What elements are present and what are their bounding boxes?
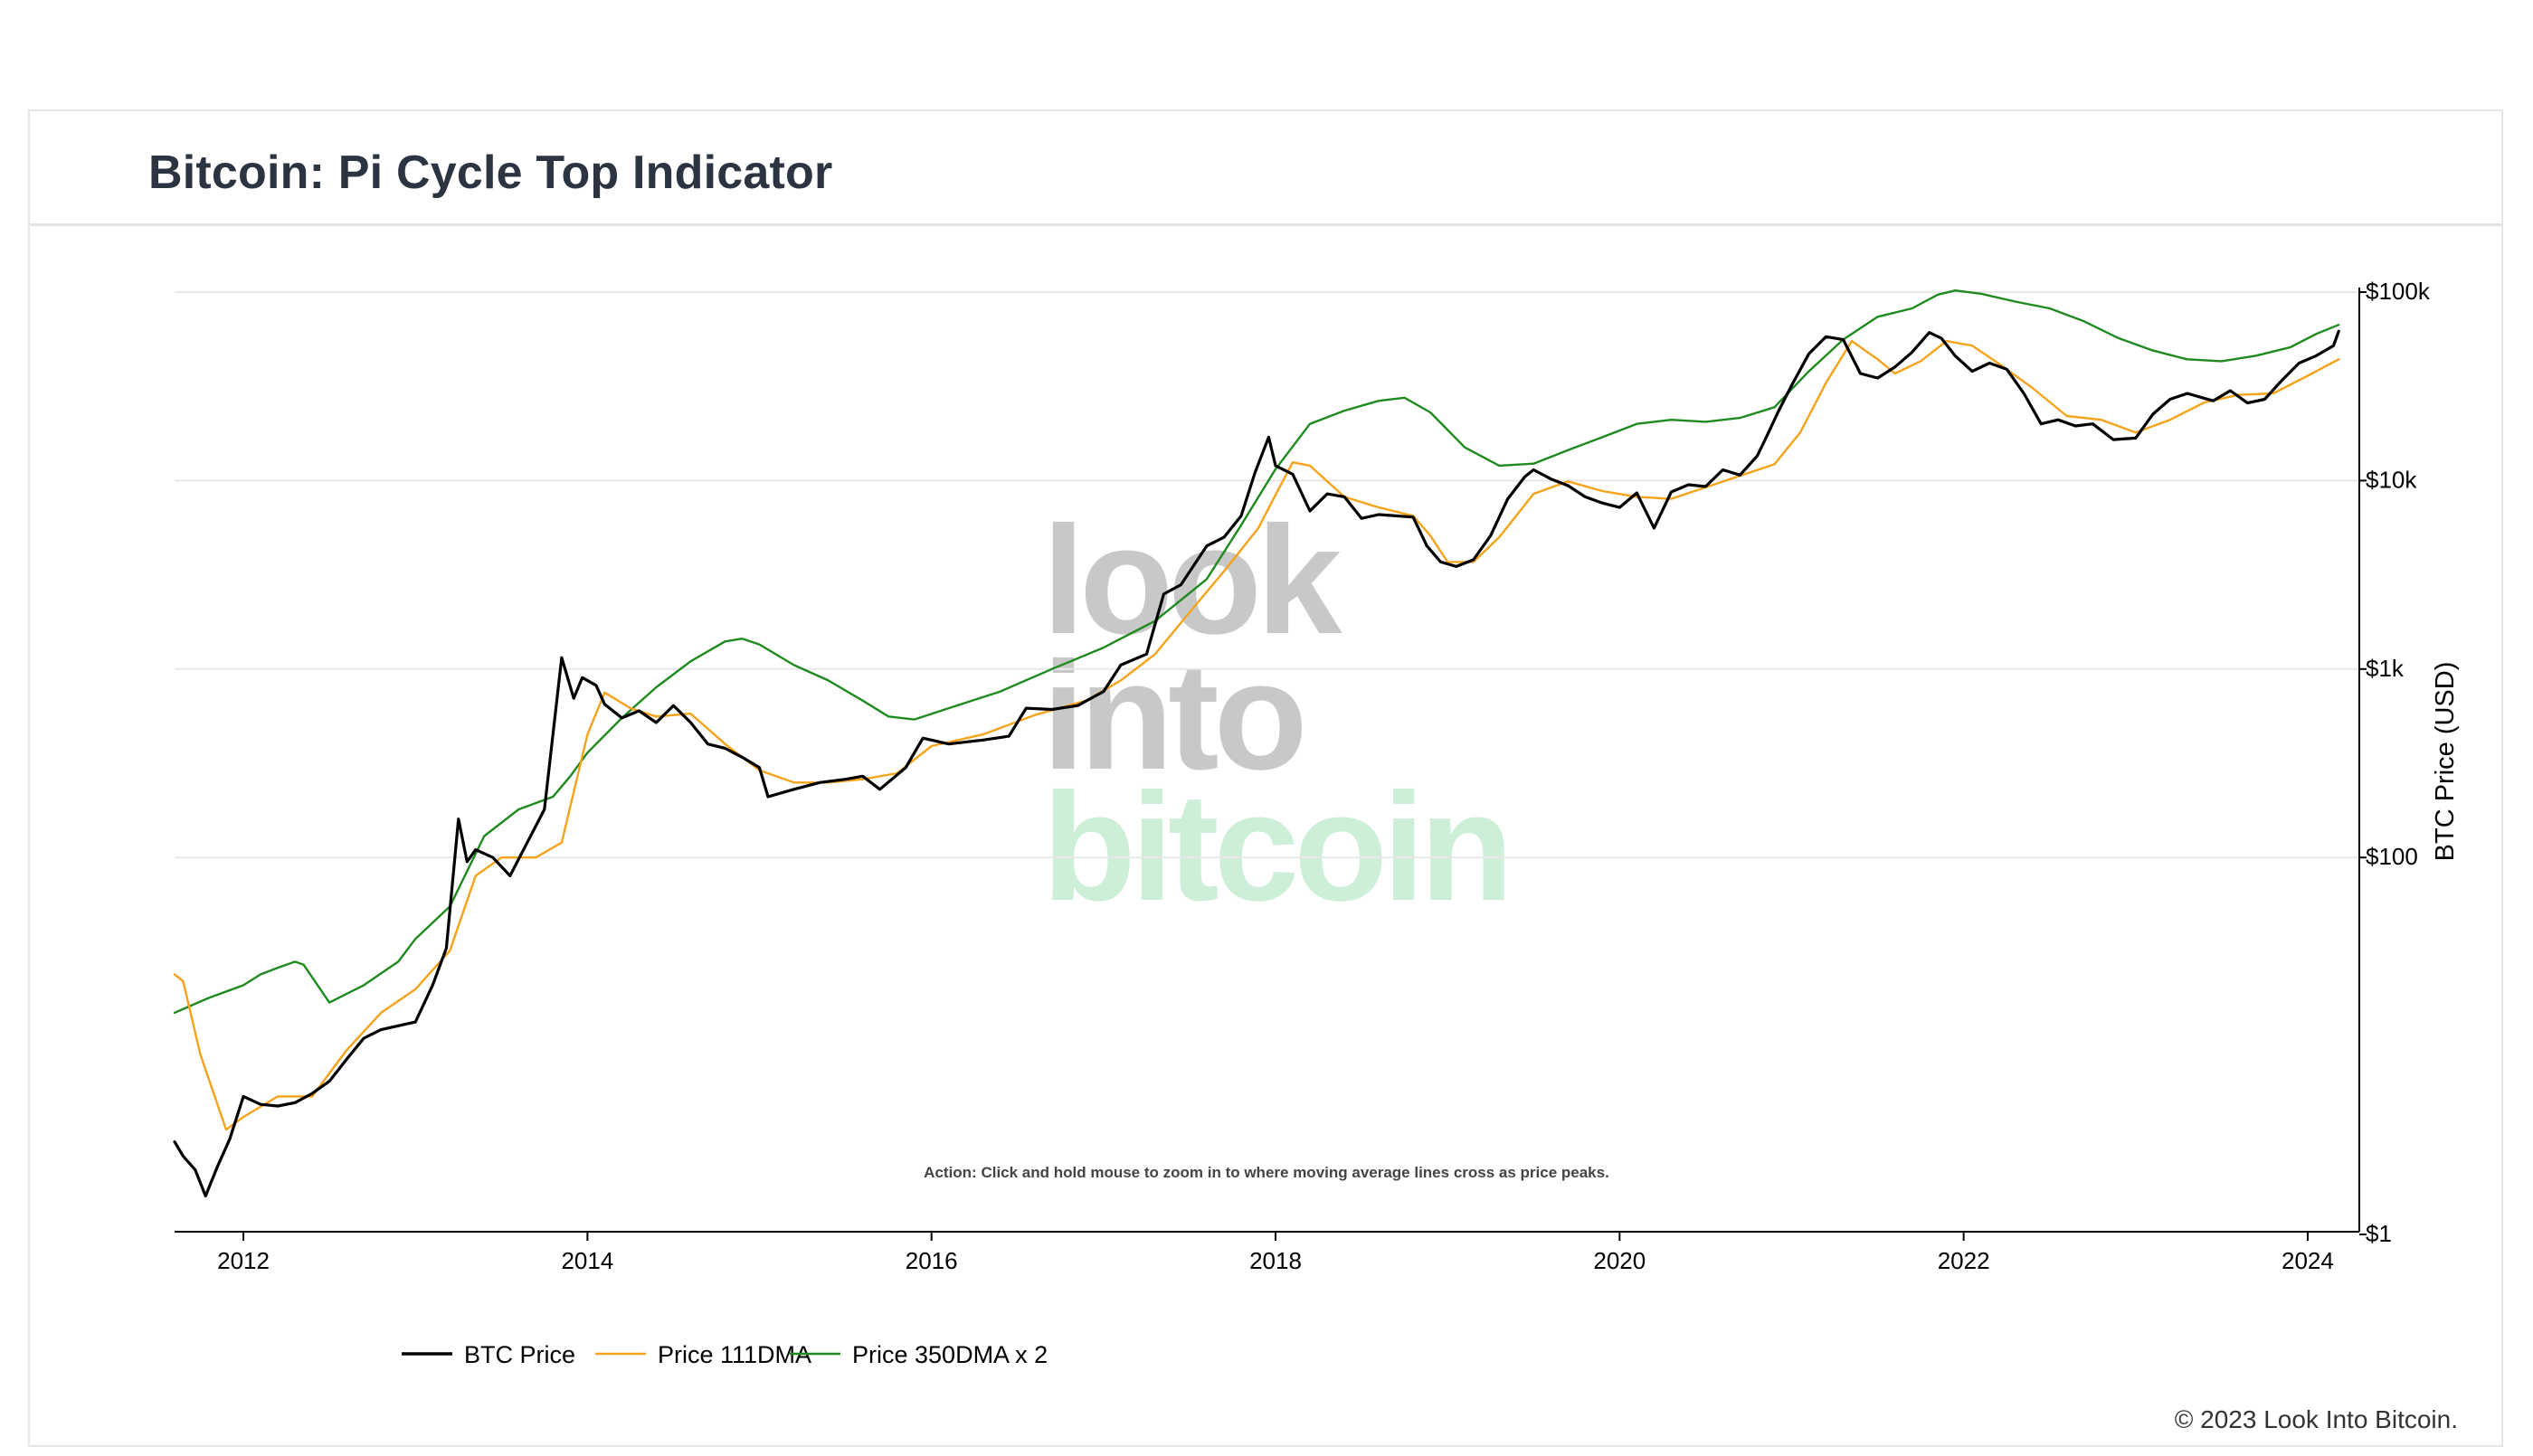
action-note: Action: Click and hold mouse to zoom in … bbox=[924, 1164, 1609, 1181]
y-tick-label: $1k bbox=[2366, 655, 2405, 682]
series-btc-price[interactable] bbox=[173, 329, 2340, 1198]
x-tick-label: 2022 bbox=[1938, 1247, 1990, 1274]
x-tick-label: 2012 bbox=[217, 1247, 270, 1274]
y-tick-label: $100k bbox=[2366, 278, 2431, 305]
y-tick-label: $10k bbox=[2366, 466, 2417, 493]
x-tick-label: 2024 bbox=[2282, 1247, 2334, 1274]
series-350dma-x2[interactable] bbox=[173, 289, 2340, 1015]
chart-card: Bitcoin: Pi Cycle Top Indicator © 2023 L… bbox=[28, 109, 2503, 1447]
x-tick-label: 2014 bbox=[561, 1247, 613, 1274]
x-tick-label: 2016 bbox=[906, 1247, 958, 1274]
chart-header: Bitcoin: Pi Cycle Top Indicator bbox=[30, 111, 2501, 226]
y-tick-label: $100 bbox=[2366, 843, 2418, 870]
copyright-text: © 2023 Look Into Bitcoin. bbox=[2174, 1405, 2458, 1433]
y-tick-label: $1 bbox=[2366, 1220, 2392, 1247]
x-tick-label: 2020 bbox=[1593, 1247, 1646, 1274]
watermark-look: look bbox=[1042, 495, 1342, 667]
x-tick-label: 2018 bbox=[1249, 1247, 1302, 1274]
legend-label: Price 350DMA x 2 bbox=[852, 1341, 1048, 1368]
page-title: Bitcoin: Pi Cycle Top Indicator bbox=[148, 147, 833, 199]
y-axis-label: BTC Price (USD) bbox=[2431, 662, 2460, 862]
watermark-bitcoin: bitcoin bbox=[1042, 761, 1508, 933]
legend-label: Price 111DMA bbox=[658, 1341, 811, 1368]
watermark-into: into bbox=[1042, 630, 1303, 802]
legend-label: BTC Price bbox=[464, 1341, 575, 1368]
